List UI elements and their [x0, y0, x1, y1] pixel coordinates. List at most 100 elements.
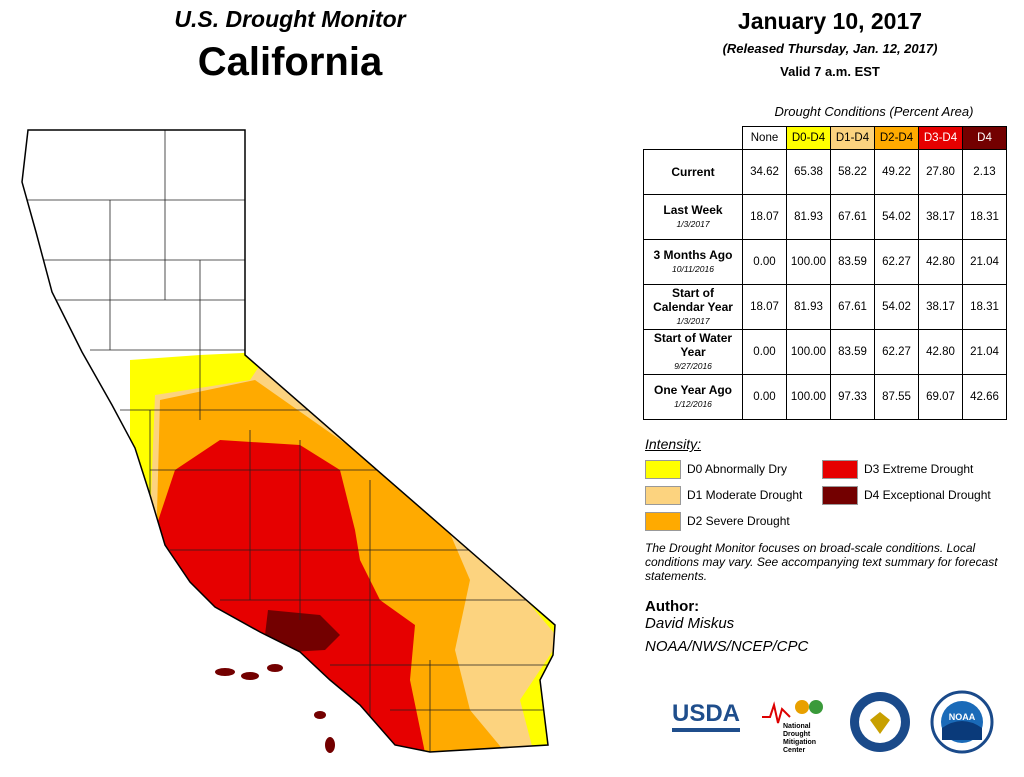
cell: 42.80: [918, 239, 963, 285]
column-header: D3-D4: [918, 126, 963, 150]
legend-swatch: [645, 460, 681, 479]
table-row: Last Week 1/3/2017 18.07 81.93 67.61 54.02 38.…: [643, 194, 1007, 240]
row-name: Last Week: [663, 203, 723, 217]
row-date: 1/12/2016: [674, 399, 712, 409]
row-date: 9/27/2016: [674, 361, 712, 371]
cell: 100.00: [786, 329, 831, 375]
doc-seal: [850, 692, 910, 752]
cell: 0.00: [742, 374, 787, 420]
cell: 83.59: [830, 329, 875, 375]
cell: 18.31: [962, 194, 1007, 240]
cell: 34.62: [742, 149, 787, 195]
legend-label: D0 Abnormally Dry: [687, 462, 788, 476]
drought-areas: [22, 130, 555, 752]
cell: 81.93: [786, 194, 831, 240]
cell: 27.80: [918, 149, 963, 195]
cell: 38.17: [918, 194, 963, 240]
legend-swatch: [822, 460, 858, 479]
row-date: 10/11/2016: [672, 264, 714, 274]
row-label: Start of Calendar Year 1/3/2017: [643, 284, 743, 330]
column-header: None: [742, 126, 787, 150]
noaa-seal: NOAA: [930, 690, 994, 754]
cell: 18.07: [742, 194, 787, 240]
cell: 21.04: [962, 239, 1007, 285]
cell: 100.00: [786, 239, 831, 285]
author-name: David Miskus: [645, 615, 735, 632]
d4-area: [265, 610, 340, 652]
row-label: 3 Months Ago 10/11/2016: [643, 239, 743, 285]
table-row: 3 Months Ago 10/11/2016 0.00 100.00 83.59 62.…: [643, 239, 1007, 285]
cell: 21.04: [962, 329, 1007, 375]
legend-swatch: [822, 486, 858, 505]
valid: Valid 7 a.m. EST: [780, 64, 880, 79]
legend-label: D4 Exceptional Drought: [864, 488, 991, 502]
cell: 54.02: [874, 194, 919, 240]
cell: 58.22: [830, 149, 875, 195]
column-header: D2-D4: [874, 126, 919, 150]
row-date: 1/3/2017: [676, 316, 710, 326]
table-row: Start of Calendar Year 1/3/2017 18.07 81.93…: [643, 284, 1007, 330]
row-label: Current: [643, 149, 743, 195]
cell: 87.55: [874, 374, 919, 420]
cell: 69.07: [918, 374, 963, 420]
row-name: Start of Calendar Year: [653, 286, 733, 314]
column-header: D4: [962, 126, 1007, 150]
drought-table: None D0-D4 D1-D4 D2-D4 D3-D4 D4 Current 34.62 65…: [643, 126, 1007, 420]
legend-label: D1 Moderate Drought: [687, 488, 803, 502]
legend-title: Intensity:: [645, 436, 702, 452]
cell: 18.31: [962, 284, 1007, 330]
legend-swatch: [645, 486, 681, 505]
ndmc-logo: National Drought Mitigation Center: [783, 723, 817, 754]
cell: 49.22: [874, 149, 919, 195]
islands: [215, 664, 335, 753]
author-org: NOAA/NWS/NCEP/CPC: [645, 638, 809, 655]
cell: 100.00: [786, 374, 831, 420]
ndmc-icon: [762, 700, 823, 724]
released: (Released Thursday, Jan. 12, 2017): [722, 41, 938, 56]
table-caption: Drought Conditions (Percent Area): [774, 104, 974, 119]
cell: 42.66: [962, 374, 1007, 420]
cell: 62.27: [874, 239, 919, 285]
author-heading: Author:: [645, 598, 700, 615]
cell: 83.59: [830, 239, 875, 285]
row-name: Current: [671, 165, 715, 179]
cell: 67.61: [830, 284, 875, 330]
note: The Drought Monitor focuses on broad-sca…: [645, 541, 998, 583]
cell: 97.33: [830, 374, 875, 420]
legend-label: D2 Severe Drought: [687, 514, 790, 528]
cell: 2.13: [962, 149, 1007, 195]
cell: 54.02: [874, 284, 919, 330]
cell: 18.07: [742, 284, 787, 330]
legend-label: D3 Extreme Drought: [864, 462, 974, 476]
usda-logo: USDA: [672, 700, 741, 732]
state: California: [197, 40, 383, 84]
row-date: 1/3/2017: [676, 219, 710, 229]
row-name: One Year Ago: [653, 383, 733, 397]
row-label: Last Week 1/3/2017: [643, 194, 743, 240]
cell: 62.27: [874, 329, 919, 375]
cell: 38.17: [918, 284, 963, 330]
row-label: One Year Ago 1/12/2016: [643, 374, 743, 420]
table-row: One Year Ago 1/12/2016 0.00 100.00 97.33 87.5…: [643, 374, 1007, 420]
date: January 10, 2017: [737, 8, 923, 34]
row-label: Start of Water Year 9/27/2016: [643, 329, 743, 375]
corner: [644, 127, 743, 150]
table: None D0-D4 D1-D4 D2-D4 D3-D4 D4 Current 34.62 65…: [643, 126, 1007, 420]
cell: 0.00: [742, 239, 787, 285]
noaa-label: NOAA: [949, 712, 976, 722]
cell: 42.80: [918, 329, 963, 375]
table-row: Start of Water Year 9/27/2016 0.00 100.00 83…: [643, 329, 1007, 375]
cell: 65.38: [786, 149, 831, 195]
row-name: Start of Water Year: [653, 331, 733, 359]
map: [21, 129, 556, 753]
county-lines: [22, 130, 555, 752]
column-header: D1-D4: [830, 126, 875, 150]
table-row: Current 34.62 65.38 58.22 49.22 27.80 2.13: [643, 149, 1007, 195]
cell: 67.61: [830, 194, 875, 240]
cell: 0.00: [742, 329, 787, 375]
title: U.S. Drought Monitor: [174, 6, 406, 32]
cell: 81.93: [786, 284, 831, 330]
row-name: 3 Months Ago: [653, 248, 733, 262]
header-row: None D0-D4 D1-D4 D2-D4 D3-D4 D4: [644, 126, 1007, 150]
